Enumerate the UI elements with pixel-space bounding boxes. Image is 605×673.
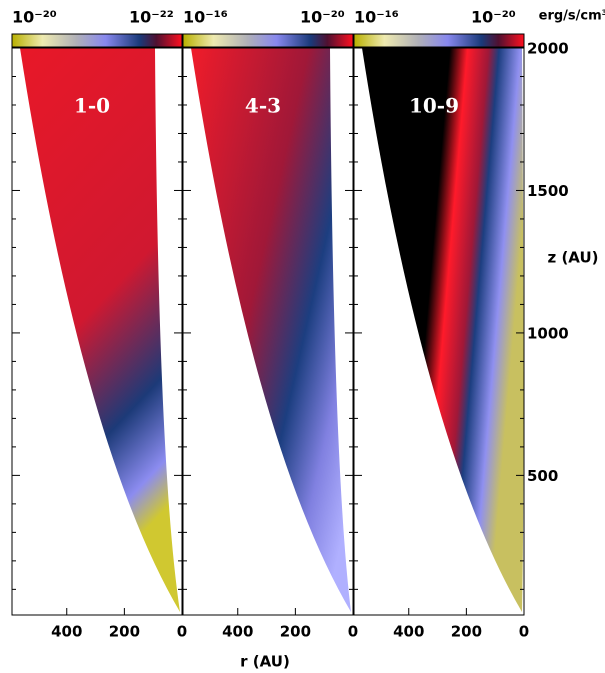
plot-frame	[353, 47, 525, 616]
colorbar-tick-label: 10⁻¹⁶	[183, 8, 228, 27]
x-tick-label: 0	[348, 623, 358, 641]
emission-map	[362, 48, 524, 612]
y-tick-label: 2000	[527, 40, 569, 58]
colorbar-tick-label: 10⁻²⁰	[12, 8, 57, 27]
emission-map	[20, 48, 180, 612]
x-tick-label: 200	[109, 623, 140, 641]
panel-label: 4-3	[245, 94, 281, 118]
y-tick-label: 1500	[527, 182, 569, 200]
y-axis-label: z (AU)	[548, 249, 599, 267]
x-tick-label: 400	[222, 623, 253, 641]
plot-frame	[182, 47, 354, 616]
colorbar-tick-label: 10⁻²⁰	[300, 8, 345, 27]
x-tick-label: 0	[519, 623, 529, 641]
plot-frame	[11, 47, 183, 616]
colorbar	[11, 33, 183, 48]
colorbar	[353, 33, 525, 48]
colorbar-tick-label: 10⁻²²	[129, 8, 174, 27]
colorbar-tick-label: 10⁻²⁰	[471, 8, 516, 27]
x-axis-label: r (AU)	[240, 653, 290, 671]
y-tick-label: 1000	[527, 324, 569, 342]
colorbar	[182, 33, 354, 48]
x-tick-label: 0	[177, 623, 187, 641]
colorbar-tick-label: 10⁻¹⁶	[354, 8, 399, 27]
x-tick-label: 200	[451, 623, 482, 641]
panel-label: 10-9	[409, 94, 459, 118]
colorbar-unit: erg/s/cm³	[539, 9, 605, 24]
x-tick-label: 400	[51, 623, 82, 641]
y-tick-label: 500	[527, 467, 558, 485]
x-tick-label: 400	[393, 623, 424, 641]
x-tick-label: 200	[280, 623, 311, 641]
panel-label: 1-0	[74, 94, 110, 118]
emission-map	[191, 48, 351, 612]
